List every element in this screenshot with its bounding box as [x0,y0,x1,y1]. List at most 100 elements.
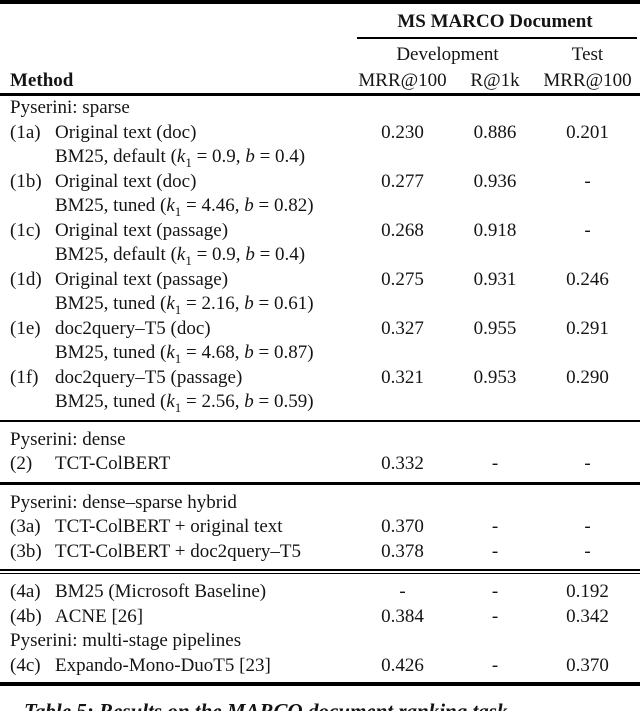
table-bottom-rule [0,682,640,686]
row-id: (1c) [10,219,41,241]
group-header-underline [357,37,637,39]
row-method-name: TCT-ColBERT + original text [55,516,283,537]
row-method-name: Original text (doc) [55,170,197,192]
row-method-name: TCT-ColBERT [55,453,171,474]
row-parameter-note: BM25, tuned (k1 = 4.46, b = 0.82) [55,195,314,219]
table-row: (3a) TCT-ColBERT + original text 0.370 - - [10,515,640,540]
table-header-rule [0,93,640,96]
value-dev-r1k: - [491,540,499,562]
value-test-mrr100: 0.192 [566,581,609,602]
table-column-header-row: Method MRR@100 R@1k MRR@100 [10,68,640,93]
table-body: Pyserini: sparse (1a) Original text (doc) 0… [0,96,640,678]
value-test-mrr100: - [584,170,591,192]
row-method-name: BM25 (Microsoft Baseline) [55,581,267,602]
value-dev-r1k: - [491,581,499,602]
table-row: (2) TCT-ColBERT 0.332 - - [10,452,640,477]
value-test-mrr100: - [584,219,591,241]
value-test-mrr100: 0.246 [566,268,609,290]
table-top-rule [0,0,640,4]
row-id: (4b) [10,605,42,627]
value-test-mrr100: 0.342 [566,605,609,627]
value-dev-mrr100: 0.384 [381,605,424,627]
table-caption: Table 5: Results on the MARCO document r… [24,699,508,711]
column-header-mrr100-test: MRR@100 [543,70,632,91]
value-dev-r1k: - [491,516,499,537]
row-method-name: TCT-ColBERT + doc2query–T5 [55,540,302,562]
value-dev-r1k: 0.955 [473,317,517,339]
row-parameter-note: BM25, tuned (k1 = 4.68, b = 0.87) [55,342,314,366]
value-test-mrr100: - [584,453,591,474]
section-divider [0,419,640,422]
table-row: (1b) Original text (doc) 0.277 0.936 - [10,170,640,195]
value-dev-r1k: - [491,453,499,474]
value-dev-mrr100: 0.332 [381,453,424,474]
row-id: (1d) [10,268,42,290]
row-method-name: Original text (passage) [55,219,229,241]
value-dev-mrr100: 0.370 [381,516,424,537]
table-row: (1d) Original text (passage) 0.275 0.931 0.2… [10,268,640,293]
row-id: (4c) [10,654,41,676]
value-test-mrr100: 0.201 [566,121,609,143]
value-test-mrr100: 0.291 [566,317,609,339]
table-row: (4b) ACNE [26] 0.384 - 0.342 [10,605,640,630]
row-method-name: Original text (passage) [55,268,229,290]
column-header-r1k: R@1k [470,70,520,91]
value-dev-r1k: 0.886 [473,121,517,143]
value-dev-mrr100: 0.321 [381,366,424,388]
row-parameter-note: BM25, default (k1 = 0.9, b = 0.4) [55,244,306,268]
table-row: (1f) doc2query–T5 (passage) 0.321 0.953 0.29… [10,366,640,391]
table-row: (4c) Expando-Mono-DuoT5 [23] 0.426 - 0.370 [10,654,640,679]
row-method-name: Expando-Mono-DuoT5 [23] [55,654,271,676]
row-id: (4a) [10,581,41,602]
subheader-development: Development [396,44,499,65]
row-id: (1e) [10,317,41,339]
row-id: (1a) [10,121,41,143]
row-method-name: doc2query–T5 (doc) [55,317,211,339]
row-id: (1f) [10,366,39,388]
value-dev-mrr100: 0.277 [381,170,424,192]
table-row: (1a) Original text (doc) 0.230 0.886 0.201 [10,121,640,146]
value-dev-mrr100: 0.426 [381,654,424,676]
value-dev-r1k: 0.918 [473,219,517,241]
column-header-mrr100-dev: MRR@100 [358,70,447,91]
group-header-ms-marco-document: MS MARCO Document [397,11,593,32]
table-group-header-row: MS MARCO Document [0,4,640,37]
row-parameter-note: BM25, tuned (k1 = 2.16, b = 0.61) [55,293,314,317]
section-header: Pyserini: sparse [10,97,130,118]
section-divider [0,481,640,485]
row-parameter-note: BM25, tuned (k1 = 2.56, b = 0.59) [55,391,314,415]
table-row: (3b) TCT-ColBERT + doc2query–T5 0.378 - - [10,540,640,565]
subheader-test: Test [571,44,604,65]
value-dev-r1k: 0.953 [473,366,517,388]
value-dev-mrr100: 0.378 [381,540,424,562]
value-dev-mrr100: 0.327 [381,317,424,339]
row-id: (1b) [10,170,42,192]
value-dev-r1k: 0.931 [473,268,517,290]
table-row: (1e) doc2query–T5 (doc) 0.327 0.955 0.291 [10,317,640,342]
section-divider [0,569,640,574]
table-row: (1c) Original text (passage) 0.268 0.918 - [10,219,640,244]
row-id: (3a) [10,516,41,537]
table-subheader-row: Development Test [0,39,640,68]
value-dev-mrr100: 0.230 [381,121,424,143]
value-test-mrr100: - [584,516,591,537]
value-dev-r1k: - [491,605,499,627]
value-dev-r1k: - [491,654,499,676]
value-dev-mrr100: 0.268 [381,219,424,241]
row-parameter-note: BM25, default (k1 = 0.9, b = 0.4) [55,146,306,170]
value-test-mrr100: 0.290 [566,366,609,388]
row-method-name: ACNE [26] [55,605,144,627]
table-row: (4a) BM25 (Microsoft Baseline) - - 0.192 [10,580,640,605]
section-header: Pyserini: dense [10,428,126,450]
value-dev-mrr100: 0.275 [381,268,424,290]
row-method-name: Original text (doc) [55,121,197,143]
value-test-mrr100: 0.370 [566,654,609,676]
column-header-method: Method [10,70,74,91]
value-test-mrr100: - [584,540,591,562]
row-method-name: doc2query–T5 (passage) [55,366,243,388]
row-id: (2) [10,453,33,474]
section-header: Pyserini: multi-stage pipelines [10,630,242,651]
row-id: (3b) [10,540,42,562]
section-header: Pyserini: dense–sparse hybrid [10,491,237,513]
